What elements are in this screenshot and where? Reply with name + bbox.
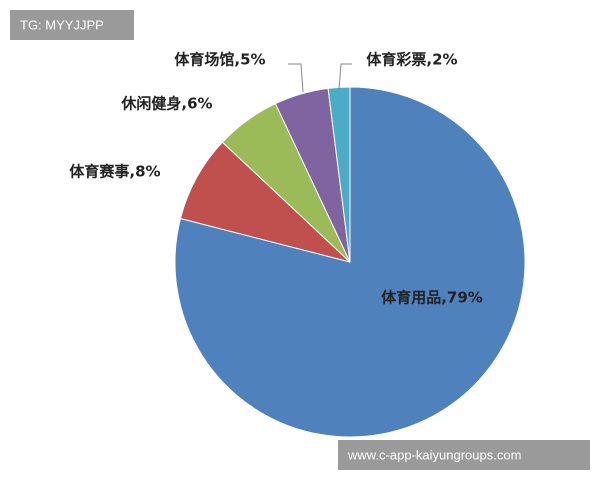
leader-line [338,63,352,91]
data-label: 体育赛事,8% [69,163,160,181]
data-label: 体育用品,79% [381,289,483,307]
data-label: 体育场馆,5% [174,51,265,69]
watermark: www.c-app-kaiyungroups.com [347,447,521,462]
data-label: 休闲健身,6% [120,95,212,113]
data-label: 体育彩票,2% [366,51,457,69]
watermark-box [338,440,590,470]
watermark-box [10,10,134,40]
leader-line [288,63,304,93]
pie [174,86,526,438]
watermark: TG: MYYJJPP [20,17,104,32]
